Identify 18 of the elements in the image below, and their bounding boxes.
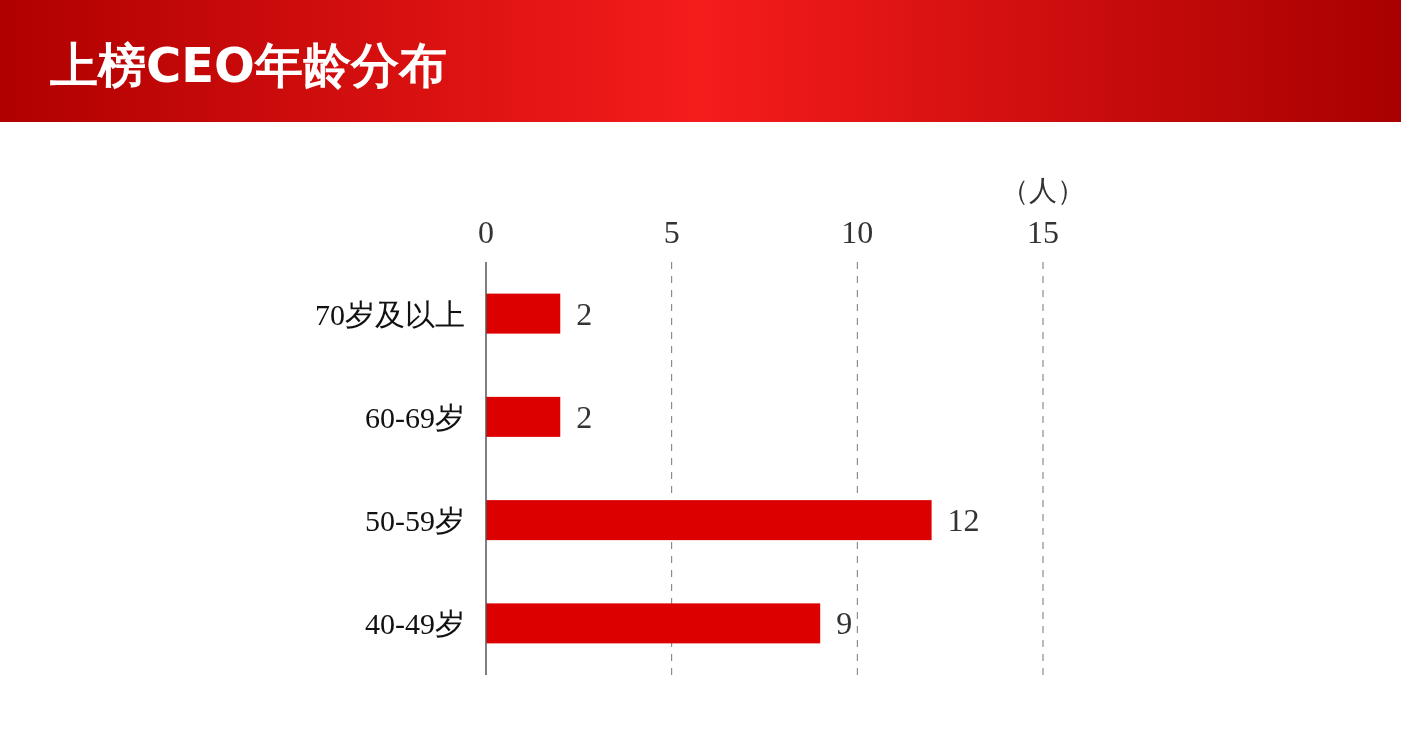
x-tick-label: 0 [478, 214, 494, 250]
data-label: 2 [576, 295, 593, 332]
bar [486, 293, 561, 334]
y-tick-label: 50-59岁 [365, 504, 465, 538]
x-tick-label: 10 [841, 214, 874, 250]
bar [486, 603, 821, 644]
x-axis-title: （人） [1001, 174, 1085, 207]
x-tick-label: 15 [1027, 214, 1059, 250]
data-label: 2 [576, 398, 593, 435]
bar [486, 396, 561, 437]
chart-title: 上榜CEO年龄分布 [50, 37, 447, 93]
data-label: 12 [947, 502, 980, 539]
y-tick-label: 60-69岁 [365, 400, 465, 434]
bar [486, 500, 932, 541]
x-tick-label: 5 [663, 214, 680, 250]
y-tick-label: 40-49岁 [365, 607, 465, 641]
data-label: 9 [836, 605, 853, 642]
y-tick-label: 70岁及以上 [315, 297, 465, 331]
